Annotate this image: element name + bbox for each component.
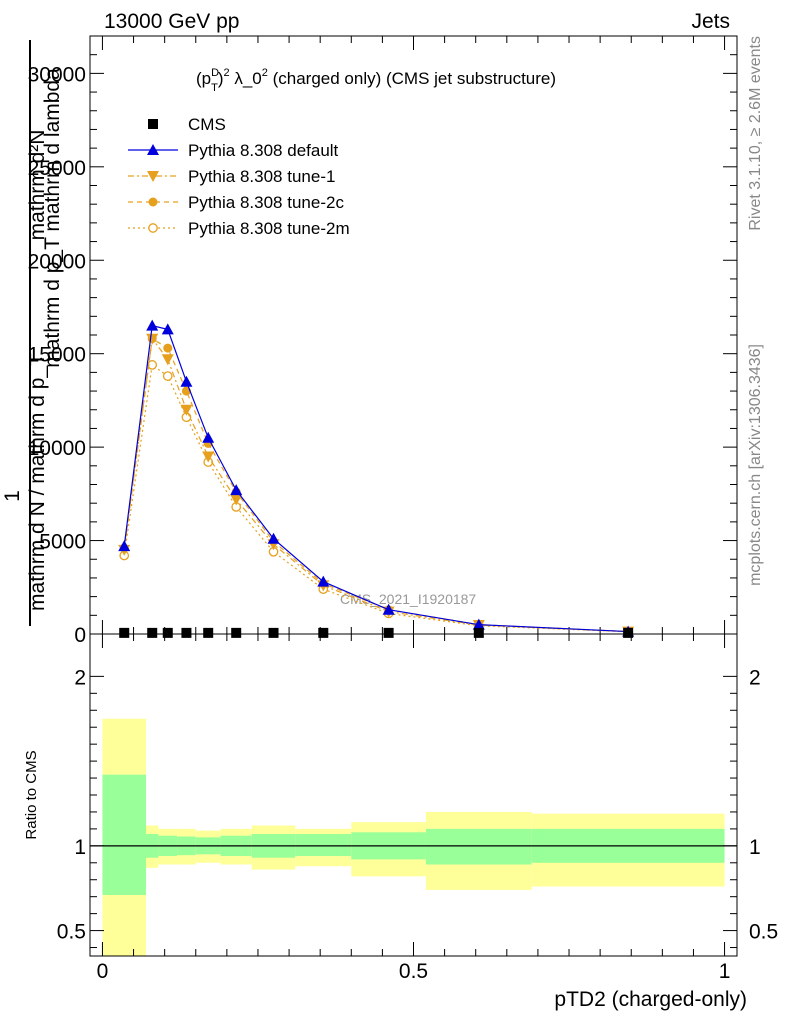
y-tick-label: 15000 [28,344,86,367]
data-point-default [382,603,395,615]
analysis-watermark: CMS_2021_I1920187 [340,591,476,607]
ratio-y-label: Ratio to CMS [23,750,40,839]
x-axis-label: pTD2 (charged-only) [554,988,747,1011]
data-point-default [161,323,174,335]
ratio-bands [90,718,737,956]
data-point-tune2c [163,343,173,353]
legend-marker-default [147,144,159,155]
series-line-tune2c [123,337,629,633]
y-label-top: mathrm d²N [26,130,49,241]
title-p: (p [196,69,211,88]
y-tick-label: 30000 [28,63,86,86]
y-tick-label: 10000 [28,437,86,460]
data-point-tune2m [162,371,173,381]
data-point-tune1 [161,354,174,366]
data-point-cms [318,627,329,638]
ratio-tick-label-left: 0.5 [57,921,86,944]
series-line-tune2m [123,363,629,633]
title-sup: D [211,67,219,79]
header-right: Jets [691,10,730,33]
series-cms [119,627,634,638]
data-point-default [118,540,131,552]
ratio-y-axis: 0.5 0.5 1 1 2 2 [57,666,778,949]
rivet-label: Rivet 3.1.10, ≥ 2.6M events [747,36,764,231]
title-sub: T [211,82,218,94]
data-point-tune2c [147,334,157,344]
legend-label-tune2m: Pythia 8.308 tune-2m [188,219,350,238]
legend-marker-tune1 [147,171,159,182]
header-left: 13000 GeV pp [104,10,239,33]
ratio-plot-frame [89,633,738,957]
data-point-cms [203,627,214,638]
data-point-cms [181,627,192,638]
data-point-default [146,319,159,331]
ratio-x-axis: 0 0.5 1 [97,634,731,983]
data-point-default [202,431,215,443]
plot-title: (pD T)2 λ_02 (charged only) (CMS jet subs… [196,67,556,94]
ratio-band-stat [425,828,532,865]
main-y-axis: 0 5000 10000 15000 20000 25000 30000 [28,35,737,647]
legend-label-cms: CMS [188,115,226,134]
title-rest: (charged only) (CMS jet substructure) [268,69,556,88]
legend-marker-tune2c [148,197,158,207]
mcplots-label: mcplots.cern.ch [arXiv:1306.3436] [747,344,764,586]
data-point-cms [268,627,279,638]
ratio-tick-label-right: 2 [749,666,761,689]
legend-marker-tune2m [148,223,158,233]
legend-label-tune2c: Pythia 8.308 tune-2c [188,193,344,212]
data-point-cms [623,627,634,638]
y-tick-label: 0 [74,624,86,647]
data-point-tune1 [180,404,193,416]
ratio-band-stat [102,774,146,895]
series-layer [118,319,635,638]
data-point-cms [119,627,130,638]
y-label-one: 1 [1,490,24,502]
title-sq1: 2 [223,67,229,79]
data-point-cms [473,627,484,638]
series-line-tune1 [123,337,629,633]
ratio-tick-label-right: 0.5 [749,921,778,944]
ratio-plot-panel: 0.5 0.51 12 2 0 0.5 1 Ratio to CMS pTD2 (char… [23,633,778,1011]
legend: CMS Pythia 8.308 default Pythia 8.308 tune… [128,115,350,238]
series-line-default [123,324,629,633]
data-point-tune1 [202,451,215,463]
data-point-tune2m [147,360,158,370]
legend-label-tune1: Pythia 8.308 tune-1 [188,167,335,186]
series-default [118,319,635,637]
data-point-default [472,618,485,630]
data-point-cms [162,627,173,638]
data-point-default [317,575,330,587]
data-point-default [230,484,243,496]
data-point-cms [383,627,394,638]
y-label-mid: mathrm d p_T mathrm d lambda [41,68,64,368]
data-point-default [180,375,193,387]
title-sq2: 2 [262,67,268,79]
ratio-band-stat [295,833,352,857]
legend-label-default: Pythia 8.308 default [188,141,339,160]
y-tick-label: 25000 [28,157,86,180]
ratio-tick-label-left: 1 [74,836,86,859]
x-tick-label: 0 [97,960,109,983]
y-tick-label: 5000 [39,531,86,554]
x-tick-label: 1 [719,960,731,983]
data-point-cms [231,627,242,638]
y-tick-label: 20000 [28,250,86,273]
title-close: ) [218,69,224,88]
x-tick-label: 0.5 [399,960,428,983]
y-label-bottom: mathrm d N / mathrm d p_T [26,353,49,611]
data-point-tune1 [230,494,243,506]
data-point-default [267,532,280,544]
ratio-tick-label-right: 1 [749,836,761,859]
ratio-tick-label-left: 2 [74,666,86,689]
title-lambda: λ_0 [230,69,262,88]
legend-marker-cms [148,119,158,129]
data-point-cms [147,627,158,638]
